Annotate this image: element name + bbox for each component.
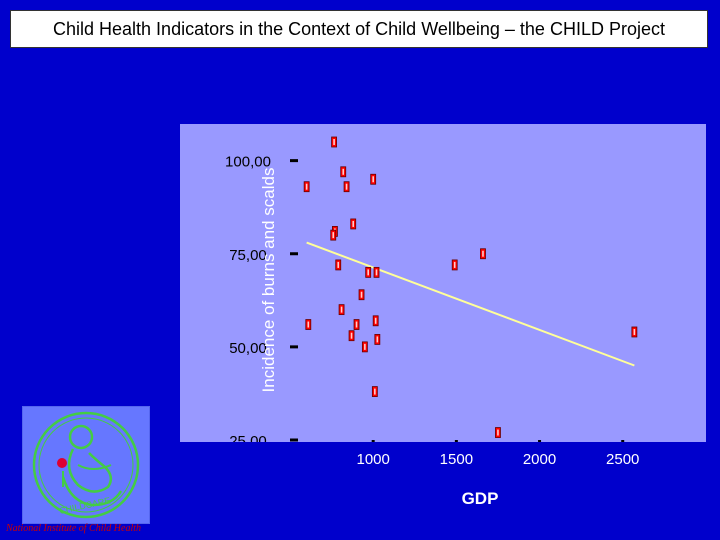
y-tick-label: 25,00 bbox=[229, 433, 267, 442]
data-point-highlight bbox=[333, 139, 335, 145]
data-point-highlight bbox=[355, 321, 358, 328]
data-point-highlight bbox=[305, 183, 308, 190]
data-point-highlight bbox=[633, 328, 636, 335]
data-point-highlight bbox=[482, 250, 484, 257]
logo-panel: CHILDCARE bbox=[22, 406, 150, 524]
data-point-highlight bbox=[372, 176, 374, 183]
y-axis-title: Incidence of burns and scalds bbox=[259, 167, 278, 393]
scatter-chart: 25,00 50,00 75,00 100,00 bbox=[225, 136, 638, 442]
data-point-highlight bbox=[364, 343, 366, 350]
data-point-highlight bbox=[352, 220, 355, 227]
trend-line bbox=[306, 241, 635, 367]
title-banner: Child Health Indicators in the Context o… bbox=[10, 10, 708, 48]
logo-caption: National Institute of Child Health bbox=[6, 523, 141, 534]
data-point-highlight bbox=[345, 183, 348, 190]
data-point-highlight bbox=[340, 306, 343, 313]
x-tick-label: 1500 bbox=[439, 451, 474, 468]
data-point-highlight bbox=[332, 232, 335, 239]
data-point-highlight bbox=[375, 269, 378, 276]
data-point-highlight bbox=[374, 317, 377, 324]
data-point-highlight bbox=[307, 321, 310, 328]
data-point-highlight bbox=[497, 429, 499, 436]
x-tick-label: 1000 bbox=[356, 451, 390, 468]
data-point-highlight bbox=[376, 336, 379, 343]
page-title: Child Health Indicators in the Context o… bbox=[53, 19, 665, 39]
data-point-highlight bbox=[360, 291, 363, 298]
child-logo-icon: CHILDCARE bbox=[32, 411, 140, 519]
y-tick-label: 75,00 bbox=[229, 247, 267, 264]
data-point-highlight bbox=[367, 269, 369, 276]
data-point-highlight bbox=[337, 261, 340, 268]
x-tick-label: 2500 bbox=[606, 451, 640, 468]
x-tick-label: 2000 bbox=[522, 451, 557, 468]
y-tick-label: 100,00 bbox=[225, 154, 271, 171]
data-point-highlight bbox=[350, 332, 353, 339]
data-point-highlight bbox=[453, 261, 456, 268]
chart-panel: 25,00 50,00 75,00 100,00 bbox=[180, 124, 706, 442]
y-tick-label: 50,00 bbox=[229, 340, 267, 357]
x-axis-title: GDP bbox=[461, 489, 499, 508]
data-point-highlight bbox=[342, 168, 345, 175]
data-point-highlight bbox=[374, 388, 376, 395]
